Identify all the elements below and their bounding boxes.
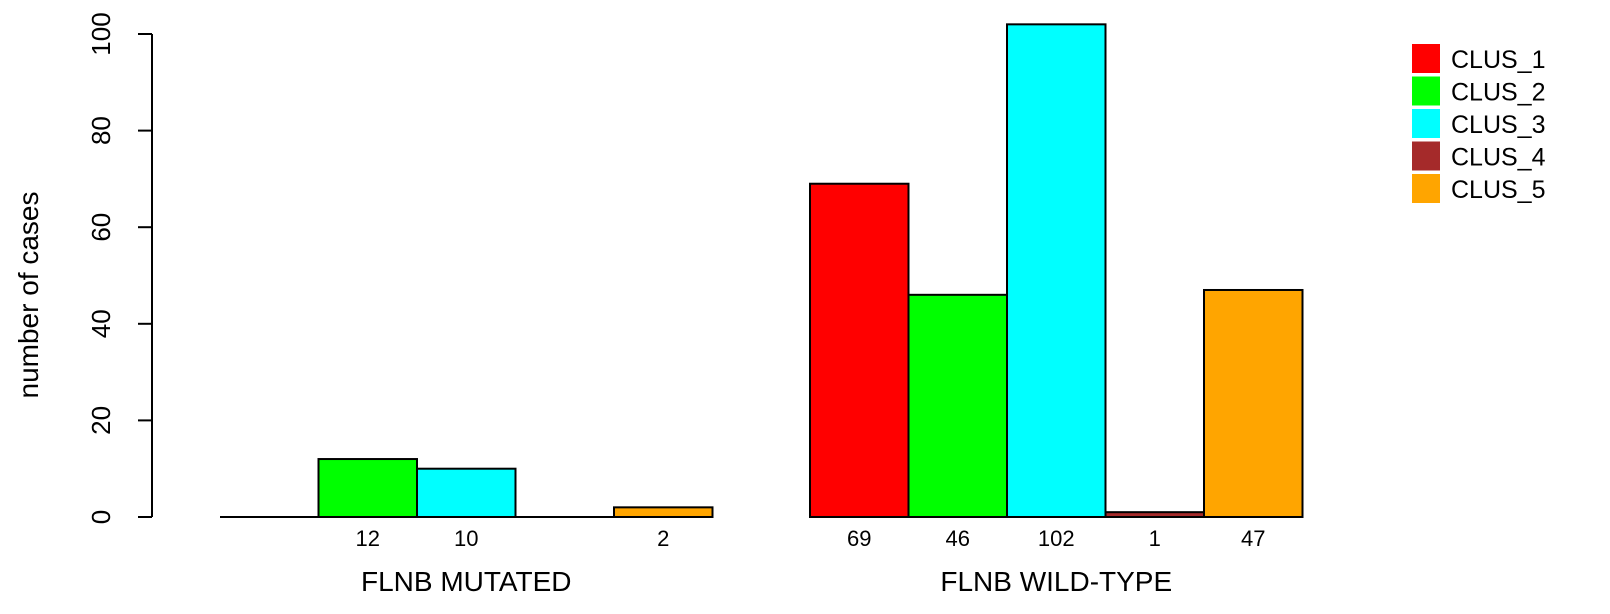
y-tick-label: 0 [86, 510, 116, 524]
bar-clus-3 [416, 467, 517, 519]
legend-swatch [1412, 76, 1440, 106]
legend-label: CLUS_1 [1451, 46, 1546, 74]
bar-count-label: 2 [657, 526, 669, 551]
y-axis: 0 20 40 60 80 100 [86, 12, 153, 524]
y-tick-label: 20 [86, 406, 116, 435]
y-tick-label: 100 [86, 12, 116, 55]
bar-clus-3 [1006, 23, 1107, 519]
bar-count-label: 46 [946, 526, 970, 551]
bar-clus-1 [809, 182, 910, 518]
bar-clus-5 [613, 506, 714, 518]
legend-swatch [1412, 44, 1440, 73]
bar-clus-2 [907, 293, 1008, 518]
bar-clus-4 [1104, 511, 1205, 518]
legend-label: CLUS_2 [1451, 79, 1546, 107]
bar-clus-5 [1203, 288, 1304, 518]
legend-swatch [1412, 109, 1440, 138]
bar-count-label: 1 [1149, 526, 1161, 551]
y-tick-label: 60 [86, 213, 116, 242]
y-axis-title: number of cases [13, 192, 44, 399]
group-label: FLNB MUTATED [361, 566, 572, 597]
bar-count-label: 102 [1038, 526, 1075, 551]
group-labels: FLNB MUTATED FLNB WILD-TYPE [361, 566, 1172, 597]
group-label: FLNB WILD-TYPE [940, 566, 1172, 597]
bar-clus-2 [317, 458, 418, 519]
count-labels: 12 10 2 69 46 102 1 47 [356, 526, 1266, 551]
legend-label: CLUS_3 [1451, 111, 1546, 139]
bar-count-label: 10 [454, 526, 478, 551]
legend-swatch [1412, 174, 1440, 203]
legend-label: CLUS_5 [1451, 176, 1546, 204]
bar-count-label: 47 [1241, 526, 1265, 551]
y-tick-label: 40 [86, 309, 116, 338]
legend-label: CLUS_4 [1451, 144, 1546, 172]
legend: CLUS_1 CLUS_2 CLUS_3 CLUS_4 CLUS_5 [1412, 44, 1546, 204]
bar-count-label: 12 [356, 526, 380, 551]
y-tick-label: 80 [86, 116, 116, 145]
bar-count-label: 69 [847, 526, 871, 551]
bars [220, 23, 1304, 519]
legend-swatch [1412, 141, 1440, 171]
